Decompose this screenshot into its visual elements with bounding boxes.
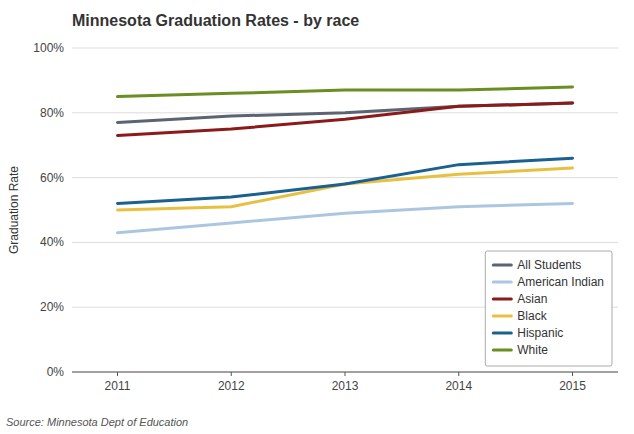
series-line — [118, 158, 573, 203]
legend-swatch — [493, 349, 511, 352]
x-tick-label: 2014 — [445, 379, 472, 393]
legend-swatch — [493, 332, 511, 335]
series-line — [118, 103, 573, 135]
grid — [72, 48, 618, 372]
x-tick — [458, 372, 459, 376]
legend-swatch — [493, 298, 511, 301]
annotation: Source: Minnesota Dept of Education — [6, 416, 188, 428]
x-tick — [345, 372, 346, 376]
chart: Minnesota Graduation Rates - by race 0% 20… — [0, 0, 634, 434]
y-tick-label: 40% — [40, 235, 64, 249]
y-tick-label: 60% — [40, 171, 64, 185]
y-tick-label: 100% — [33, 41, 64, 55]
x-tick-label: 2011 — [105, 379, 131, 393]
title: Minnesota Graduation Rates - by race — [72, 12, 359, 29]
legend-box — [485, 251, 612, 366]
y-axis-label: Graduation Rate — [7, 166, 21, 254]
legend-swatch — [493, 281, 511, 284]
y-tick-label: 20% — [40, 300, 64, 314]
legend-label: White — [517, 343, 548, 357]
x-tick — [117, 372, 118, 376]
series-line — [118, 87, 573, 97]
x-tick-label: 2013 — [332, 379, 359, 393]
background — [0, 0, 634, 434]
x-tick — [572, 372, 573, 376]
legend-label: Hispanic — [517, 326, 563, 340]
legend: All Students American Indian Asian Black His… — [485, 251, 612, 366]
y-tick-label: 80% — [40, 106, 64, 120]
x-tick-label: 2012 — [218, 379, 245, 393]
y-tick-label: 0% — [47, 365, 65, 379]
series-line — [118, 168, 573, 210]
grid-line — [72, 48, 618, 49]
legend-swatch — [493, 264, 511, 267]
grid-line — [72, 177, 618, 178]
x-tick-label: 2015 — [559, 379, 586, 393]
legend-label: All Students — [517, 258, 581, 272]
legend-swatch — [493, 315, 511, 318]
legend-label: Black — [517, 309, 547, 323]
grid-line — [72, 242, 618, 243]
legend-label: Asian — [517, 292, 547, 306]
x-tick — [231, 372, 232, 376]
legend-label: American Indian — [517, 275, 604, 289]
lines — [118, 87, 573, 233]
